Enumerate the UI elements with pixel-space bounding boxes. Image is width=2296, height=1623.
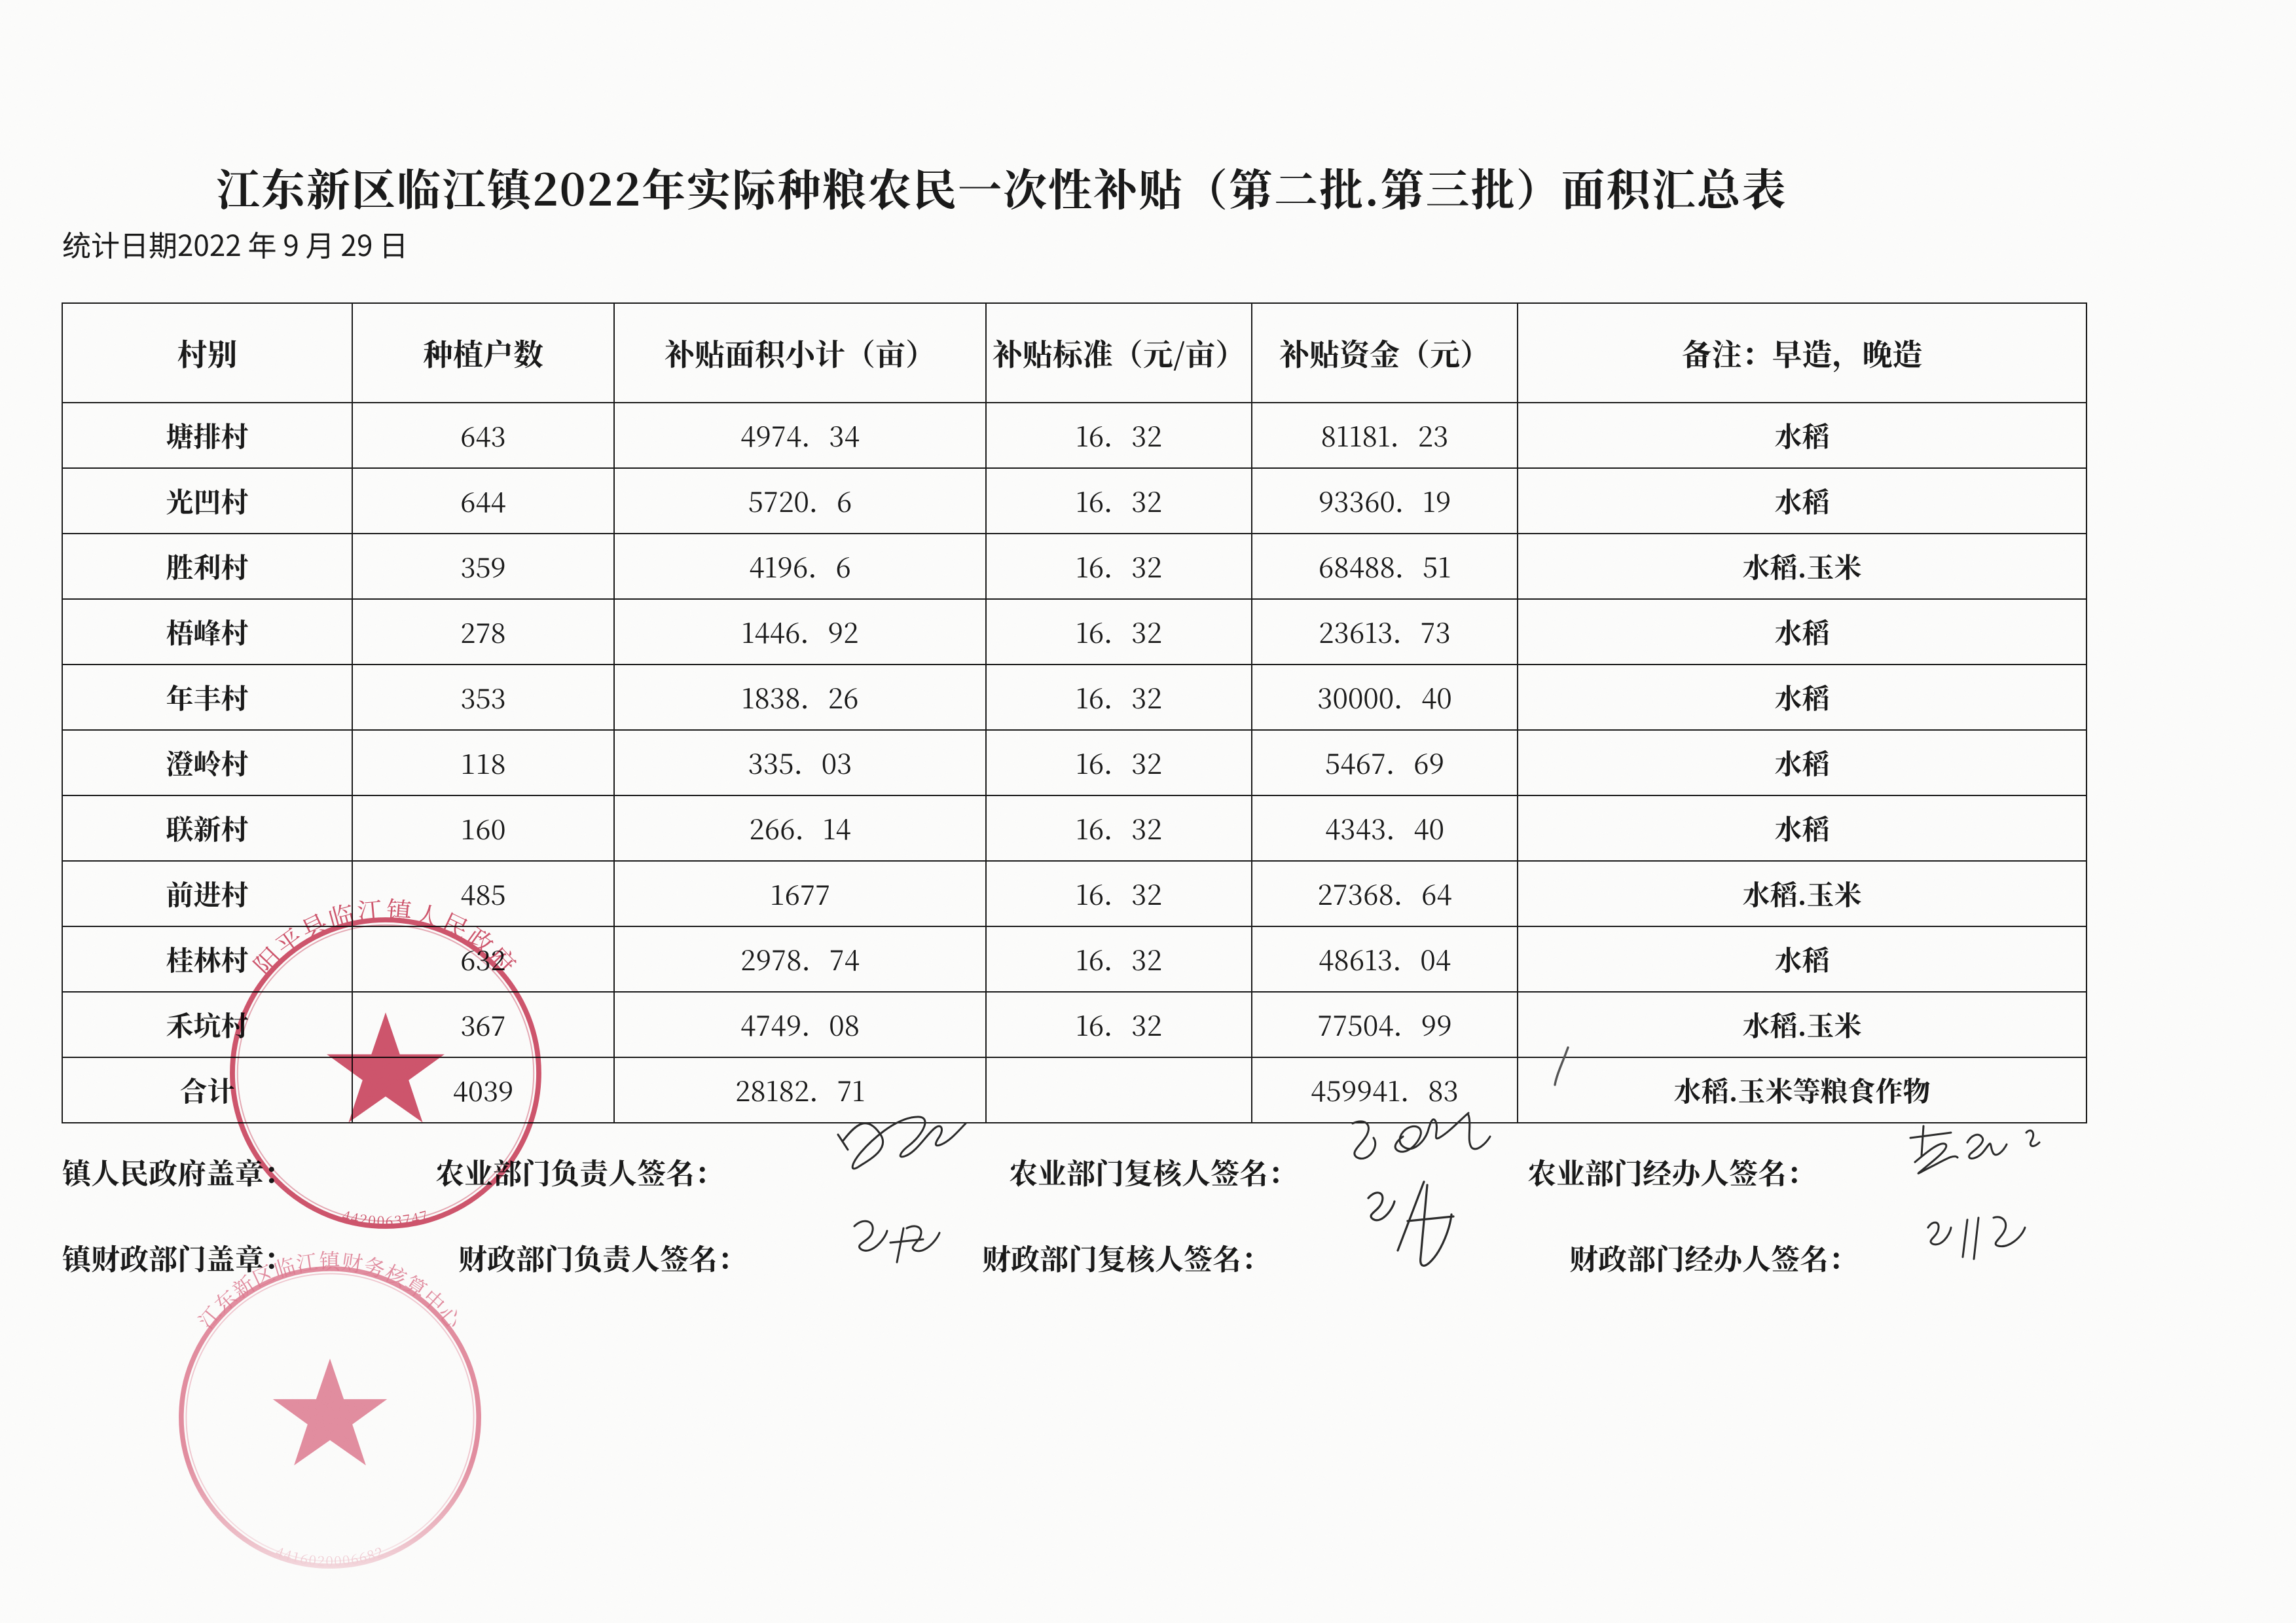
svg-text:4416020006682: 4416020006682 [273,1541,386,1570]
svg-text:江东新区临江镇财务核算中心: 江东新区临江镇财务核算中心 [191,1245,469,1335]
svg-text:阳平县临江镇人民政府: 阳平县临江镇人民政府 [245,894,527,983]
svg-text:4420063747: 4420063747 [340,1205,431,1231]
